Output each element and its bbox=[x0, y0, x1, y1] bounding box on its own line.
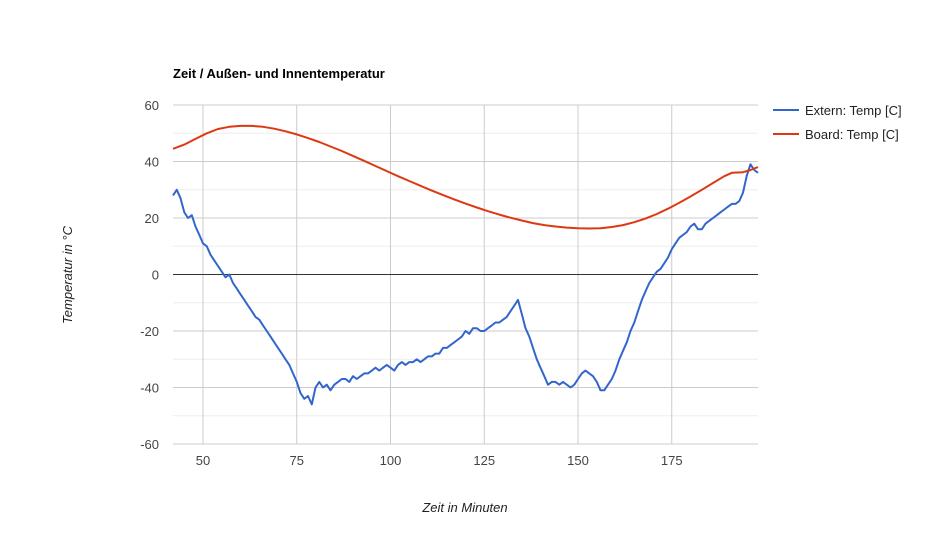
x-tick-label: 75 bbox=[290, 453, 304, 468]
axes: -60 -40 -20 0 20 40 60 50 75 100 125 150 175 bbox=[140, 98, 758, 468]
legend-label-extern: Extern: Temp [C] bbox=[805, 103, 902, 118]
y-tick-label: 40 bbox=[145, 155, 159, 170]
y-tick-label: -40 bbox=[140, 381, 159, 396]
y-tick-label: 60 bbox=[145, 98, 159, 113]
y-tick-label: 20 bbox=[145, 211, 159, 226]
series-line-board[interactable] bbox=[172, 124, 759, 230]
legend-item-board[interactable]: Board: Temp [C] bbox=[773, 127, 899, 142]
y-tick-label: -20 bbox=[140, 324, 159, 339]
y-tick-label: 0 bbox=[152, 268, 159, 283]
legend-item-extern[interactable]: Extern: Temp [C] bbox=[773, 103, 902, 118]
chart-title: Zeit / Außen- und Innentemperatur bbox=[173, 66, 385, 81]
y-tick-label: -60 bbox=[140, 437, 159, 452]
y-axis-title: Temperatur in °C bbox=[60, 225, 75, 324]
x-tick-label: 125 bbox=[473, 453, 495, 468]
series-lines bbox=[172, 124, 759, 406]
series-line-extern[interactable] bbox=[172, 163, 759, 406]
x-axis-title: Zeit in Minuten bbox=[421, 500, 507, 515]
legend: Extern: Temp [C] Board: Temp [C] bbox=[773, 103, 902, 142]
x-tick-label: 150 bbox=[567, 453, 589, 468]
legend-label-board: Board: Temp [C] bbox=[805, 127, 899, 142]
x-tick-label: 175 bbox=[661, 453, 683, 468]
x-tick-label: 50 bbox=[196, 453, 210, 468]
x-tick-label: 100 bbox=[380, 453, 402, 468]
